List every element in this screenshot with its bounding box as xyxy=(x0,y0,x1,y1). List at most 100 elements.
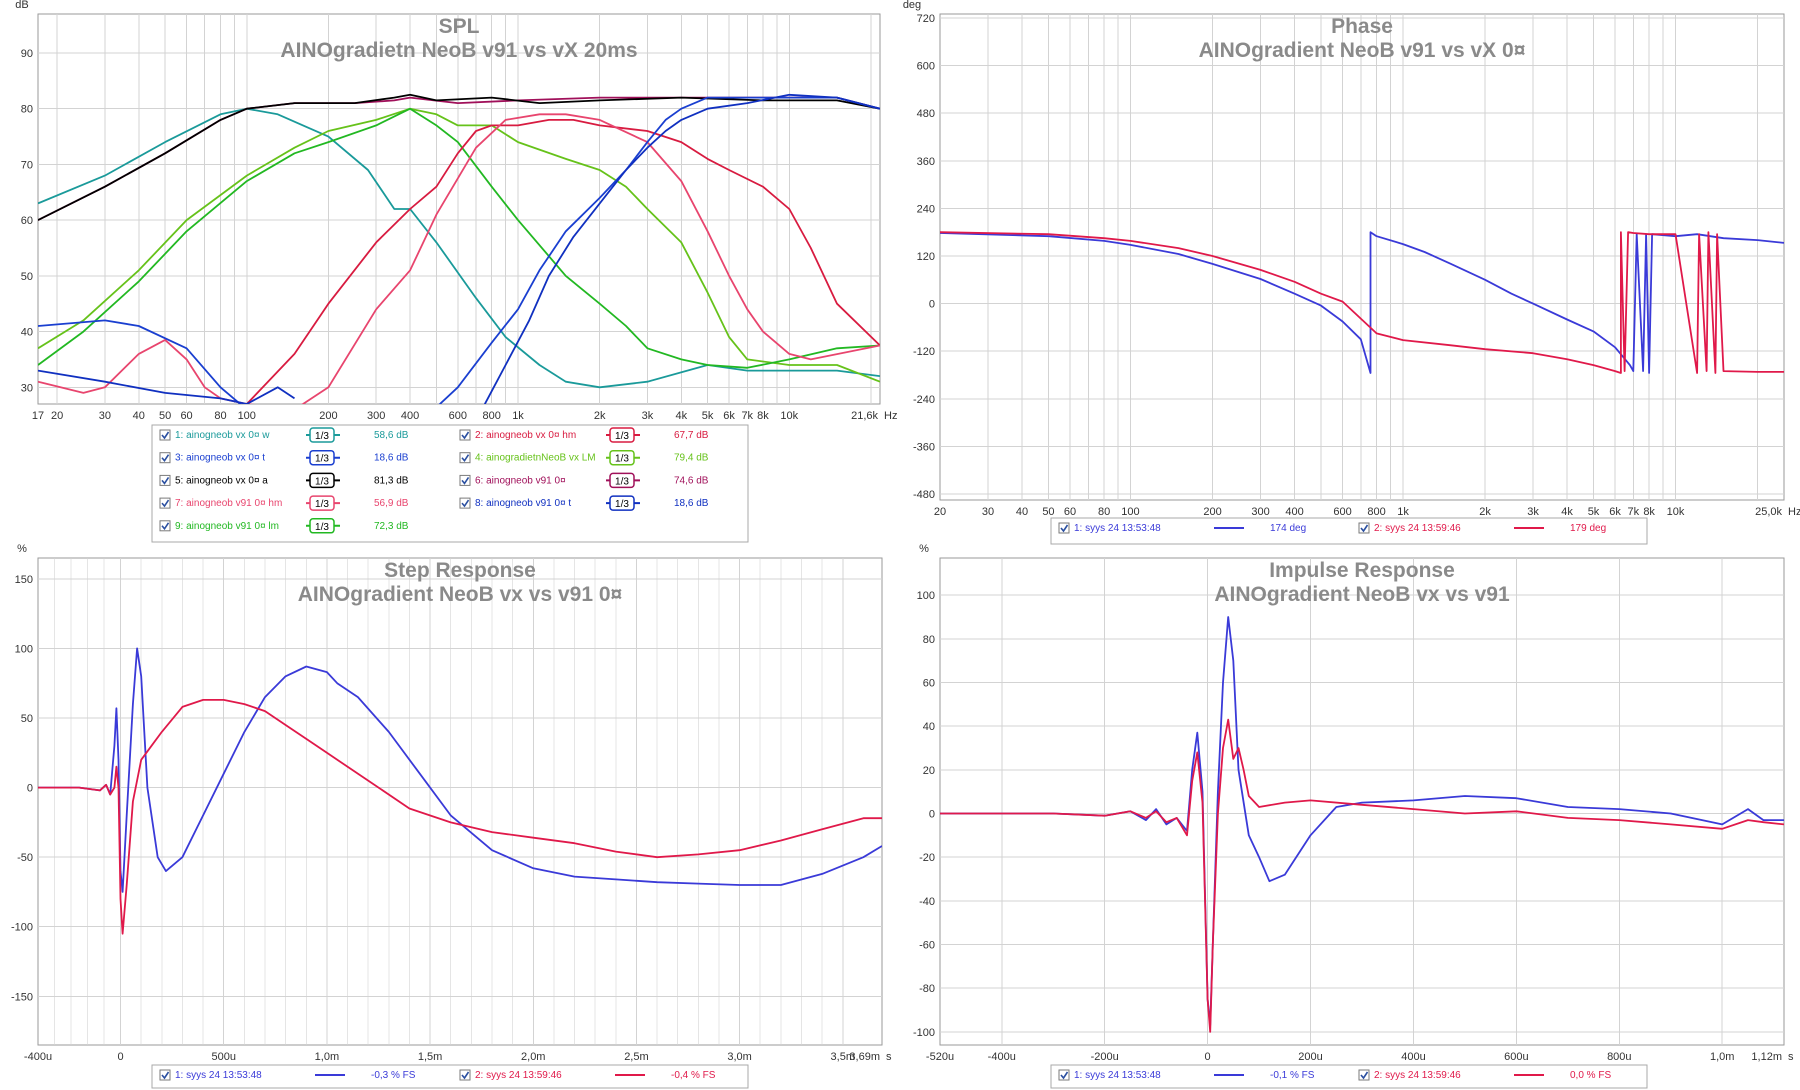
spl-series-10 xyxy=(438,96,880,404)
phase-xtick-label: 100 xyxy=(1121,506,1139,518)
spl-legend-item[interactable]: 5: ainogneob vx 0¤ a 1/3 81,3 dB xyxy=(159,472,409,489)
spl-legend-item[interactable]: 7: ainogneob v91 0¤ hm 1/3 56,9 dB xyxy=(159,495,409,511)
phase-legend-item[interactable]: 2: syys 24 13:59:46 179 deg xyxy=(1358,522,1606,534)
spl-legend-smoothing: 1/3 xyxy=(315,522,329,533)
impulse-series-group xyxy=(940,616,1784,1033)
spl-legend-label: 7: ainogneob v91 0¤ hm xyxy=(175,498,282,509)
spl-xtick-label: 200 xyxy=(319,410,337,422)
smoothing-button[interactable] xyxy=(309,495,335,511)
spl-legend-item[interactable]: 1: ainogneob vx 0¤ w 1/3 58,6 dB xyxy=(159,427,409,443)
spl-legend-item[interactable]: 4: ainogradietnNeoB vx LM 1/3 79,4 dB xyxy=(459,449,709,466)
checkmark-icon xyxy=(161,499,170,508)
checkmark-icon xyxy=(461,499,470,508)
phase-xtick-label: 300 xyxy=(1251,506,1269,518)
step-xtick-label: 3,69m xyxy=(849,1051,880,1063)
impulse-ytick-label: 60 xyxy=(923,677,935,689)
spl-legend-value: 56,9 dB xyxy=(374,498,409,509)
spl-series-11 xyxy=(483,93,880,404)
legend-checkbox[interactable] xyxy=(459,429,471,441)
step-title: Step Response xyxy=(384,559,536,582)
legend-checkbox[interactable] xyxy=(1058,522,1070,534)
legend-checkbox[interactable] xyxy=(159,1069,171,1081)
step-xtick-label: 2,0m xyxy=(521,1051,545,1063)
spl-legend-item[interactable]: 6: ainogneob v91 0¤ 1/3 74,6 dB xyxy=(459,472,709,489)
spl-series-8 xyxy=(38,319,242,404)
spl-xtick-label: 4k xyxy=(676,410,688,422)
legend-checkbox[interactable] xyxy=(459,1069,471,1081)
impulse-x-unit: s xyxy=(1788,1051,1794,1063)
spl-xtick-label: 100 xyxy=(238,410,256,422)
smoothing-button[interactable] xyxy=(609,472,635,489)
step-ytick-label: 0 xyxy=(27,783,33,795)
legend-checkbox[interactable] xyxy=(1358,1069,1370,1081)
spl-legend-label: 2: ainogneob vx 0¤ hm xyxy=(475,430,576,441)
spl-series-4 xyxy=(38,107,880,383)
step-ytick-label: 150 xyxy=(15,574,33,586)
phase-xtick-label: 2k xyxy=(1479,506,1491,518)
legend-checkbox[interactable] xyxy=(159,474,171,486)
spl-xtick-label: 8k xyxy=(757,410,769,422)
legend-checkbox[interactable] xyxy=(159,497,171,509)
legend-checkbox[interactable] xyxy=(1358,522,1370,534)
impulse-ytick-label: -80 xyxy=(919,983,935,995)
phase-title: Phase xyxy=(1331,15,1393,38)
spl-xtick-label: 80 xyxy=(214,410,226,422)
legend-checkbox[interactable] xyxy=(459,474,471,486)
step-series-2 xyxy=(38,699,882,935)
step-legend-item[interactable]: 1: syys 24 13:53:48 -0,3 % FS xyxy=(159,1069,416,1081)
impulse-legend: 1: syys 24 13:53:48 -0,1 % FS 2: syys 24 1… xyxy=(1050,1064,1648,1089)
impulse-ytick-label: -100 xyxy=(913,1027,935,1039)
spl-legend-item[interactable]: 8: ainogneob v91 0¤ t 1/3 18,6 dB xyxy=(459,495,709,511)
spl-xtick-label: 400 xyxy=(401,410,419,422)
impulse-plot-area xyxy=(939,557,1785,1046)
spl-legend-item[interactable]: 3: ainogneob vx 0¤ t 1/3 18,6 dB xyxy=(159,449,409,466)
smoothing-button[interactable] xyxy=(309,472,335,489)
smoothing-button[interactable] xyxy=(609,427,635,443)
legend-checkbox[interactable] xyxy=(1058,1069,1070,1081)
impulse-xtick-label: 200u xyxy=(1298,1051,1322,1063)
spl-xtick-label: 800 xyxy=(483,410,501,422)
spl-legend-label: 4: ainogradietnNeoB vx LM xyxy=(475,453,596,464)
step-legend-item[interactable]: 2: syys 24 13:59:46 -0,4 % FS xyxy=(459,1069,716,1081)
phase-legend: 1: syys 24 13:53:48 174 deg 2: syys 24 13:… xyxy=(1050,517,1648,545)
spl-legend-item[interactable]: 9: ainogneob v91 0¤ lm 1/3 72,3 dB xyxy=(159,518,409,534)
spl-legend-smoothing: 1/3 xyxy=(315,454,329,465)
legend-checkbox[interactable] xyxy=(159,520,171,532)
spl-legend-smoothing: 1/3 xyxy=(615,454,629,465)
spl-legend-value: 72,3 dB xyxy=(374,521,409,532)
checkmark-icon xyxy=(161,476,170,485)
checkmark-icon xyxy=(161,522,170,531)
legend-checkbox[interactable] xyxy=(459,452,471,464)
legend-checkbox[interactable] xyxy=(159,452,171,464)
impulse-legend-value: -0,1 % FS xyxy=(1270,1070,1315,1081)
spl-series-1 xyxy=(38,107,880,389)
spl-legend-smoothing: 1/3 xyxy=(615,499,629,510)
impulse-legend-box xyxy=(1050,1064,1648,1089)
legend-checkbox[interactable] xyxy=(159,429,171,441)
spl-series-6 xyxy=(241,119,880,404)
phase-legend-item[interactable]: 1: syys 24 13:53:48 174 deg xyxy=(1058,522,1306,534)
impulse-xtick-label: 600u xyxy=(1504,1051,1528,1063)
phase-legend-label: 1: syys 24 13:53:48 xyxy=(1074,523,1161,534)
smoothing-button[interactable] xyxy=(309,518,335,534)
smoothing-button[interactable] xyxy=(609,449,635,466)
step-ytick-label: 100 xyxy=(15,643,33,655)
spl-legend-item[interactable]: 2: ainogneob vx 0¤ hm 1/3 67,7 dB xyxy=(459,427,709,443)
step-xtick-label: 1,0m xyxy=(315,1051,339,1063)
smoothing-button[interactable] xyxy=(609,495,635,511)
impulse-legend-item[interactable]: 1: syys 24 13:53:48 -0,1 % FS xyxy=(1058,1069,1315,1081)
spl-xtick-label: 1k xyxy=(512,410,524,422)
impulse-legend-item[interactable]: 2: syys 24 13:59:46 0,0 % FS xyxy=(1358,1069,1611,1081)
step-series-1 xyxy=(38,647,882,893)
step-chart: -400u 0 500u 1,0m 1,5m 2,0m 2,5m 3,0m 3,5m3,69m -… xyxy=(11,543,892,1089)
phase-legend-box xyxy=(1050,517,1648,545)
spl-legend-value: 79,4 dB xyxy=(674,453,709,464)
impulse-series-1 xyxy=(940,616,1784,1027)
spl-xtick-label: 30 xyxy=(99,410,111,422)
legend-checkbox[interactable] xyxy=(459,497,471,509)
smoothing-button[interactable] xyxy=(309,449,335,466)
phase-chart: 20 30 40 50 60 80 100 200 300 400 600 800 1k 2k 3k 4k 5k… xyxy=(903,0,1800,545)
phase-legend-label: 2: syys 24 13:59:46 xyxy=(1374,523,1461,534)
smoothing-button[interactable] xyxy=(309,427,335,443)
